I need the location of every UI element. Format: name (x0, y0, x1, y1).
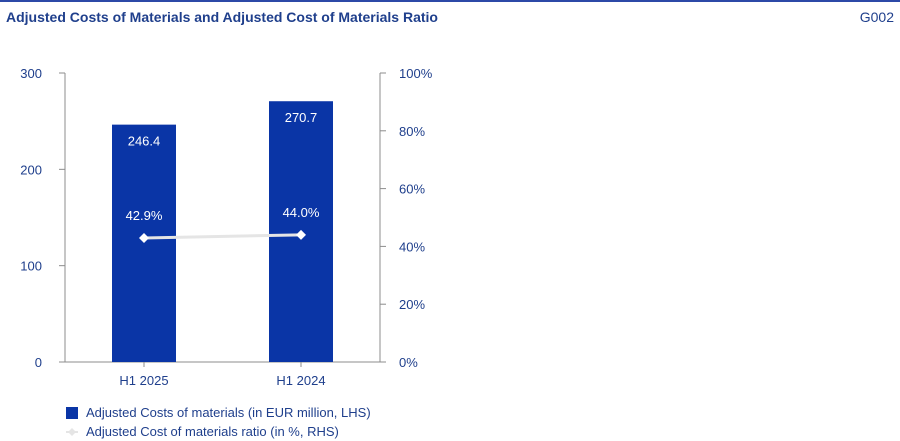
legend: Adjusted Costs of materials (in EUR mill… (66, 403, 371, 441)
left-tick-label: 0 (35, 355, 42, 370)
legend-item-line[interactable]: Adjusted Cost of materials ratio (in %, … (66, 422, 371, 441)
ratio-marker (296, 229, 306, 240)
right-tick-label: 20% (399, 297, 425, 312)
legend-bar-label: Adjusted Costs of materials (in EUR mill… (86, 405, 371, 420)
header-rule (0, 0, 900, 2)
right-tick-label: 60% (399, 182, 425, 197)
right-tick-label: 100% (399, 66, 433, 81)
ratio-line (143, 233, 302, 240)
left-tick-label: 100 (20, 259, 42, 274)
legend-item-bar[interactable]: Adjusted Costs of materials (in EUR mill… (66, 403, 371, 422)
chart-title: Adjusted Costs of Materials and Adjusted… (6, 9, 438, 25)
right-tick-label: 0% (399, 355, 418, 370)
ratio-value-label: 44.0% (283, 205, 320, 220)
chart-code: G002 (859, 9, 894, 25)
legend-bar-swatch (66, 406, 78, 419)
legend-line-swatch (66, 426, 78, 438)
x-tick-label: H1 2024 (276, 373, 325, 388)
ratio-marker (139, 233, 149, 244)
bar (112, 124, 176, 362)
chart-svg: 0 100 200 300 0% 20% 40% 60% 80% 100% 246.4 H1 2025… (20, 66, 433, 388)
bar-value-label: 270.7 (285, 110, 318, 125)
ratio-value-label: 42.9% (126, 208, 163, 223)
right-tick-label: 40% (399, 239, 425, 254)
left-tick-label: 200 (20, 162, 42, 177)
x-tick-label: H1 2025 (119, 373, 168, 388)
bar-value-label: 246.4 (128, 134, 161, 149)
legend-line-label: Adjusted Cost of materials ratio (in %, … (86, 424, 339, 439)
left-tick-label: 300 (20, 66, 42, 81)
right-tick-label: 80% (399, 124, 425, 139)
